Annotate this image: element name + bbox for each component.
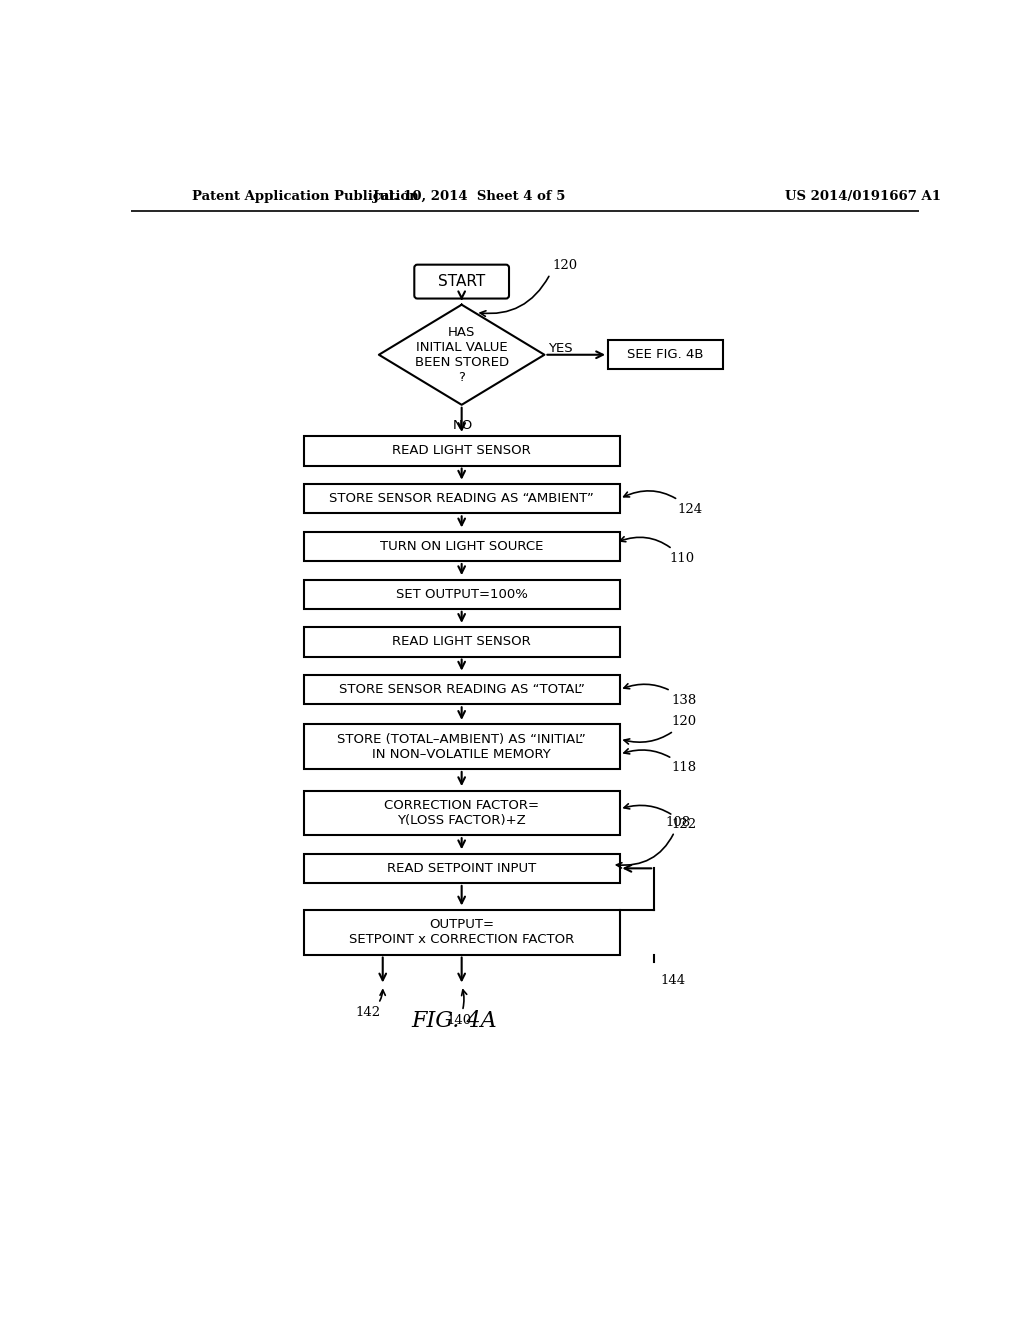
- Bar: [608, 341, 724, 370]
- Text: SEE FIG. 4B: SEE FIG. 4B: [628, 348, 703, 362]
- Text: SET OUTPUT=100%: SET OUTPUT=100%: [395, 587, 527, 601]
- Text: FIG. 4A: FIG. 4A: [411, 1010, 497, 1032]
- Text: READ SETPOINT INPUT: READ SETPOINT INPUT: [387, 862, 537, 875]
- Text: READ LIGHT SENSOR: READ LIGHT SENSOR: [392, 635, 531, 648]
- Text: 120: 120: [624, 715, 697, 744]
- Bar: [304, 437, 620, 466]
- Text: 138: 138: [624, 684, 697, 706]
- Text: US 2014/0191667 A1: US 2014/0191667 A1: [785, 190, 941, 203]
- Bar: [304, 579, 620, 609]
- Text: 124: 124: [624, 491, 702, 516]
- Text: READ LIGHT SENSOR: READ LIGHT SENSOR: [392, 445, 531, 458]
- Text: YES: YES: [548, 342, 572, 355]
- Text: STORE SENSOR READING AS “TOTAL”: STORE SENSOR READING AS “TOTAL”: [339, 684, 585, 696]
- Text: 142: 142: [355, 990, 385, 1019]
- Text: OUTPUT=
SETPOINT x CORRECTION FACTOR: OUTPUT= SETPOINT x CORRECTION FACTOR: [349, 919, 574, 946]
- Text: 140: 140: [446, 990, 471, 1027]
- Bar: [304, 909, 620, 954]
- Text: CORRECTION FACTOR=
Y(LOSS FACTOR)+Z: CORRECTION FACTOR= Y(LOSS FACTOR)+Z: [384, 799, 540, 826]
- Text: TURN ON LIGHT SOURCE: TURN ON LIGHT SOURCE: [380, 540, 544, 553]
- Polygon shape: [379, 305, 545, 405]
- Bar: [304, 484, 620, 513]
- Text: 122: 122: [624, 804, 697, 832]
- Text: START: START: [438, 275, 485, 289]
- Text: 110: 110: [620, 537, 694, 565]
- FancyBboxPatch shape: [415, 264, 509, 298]
- Text: STORE (TOTAL–AMBIENT) AS “INITIAL”
IN NON–VOLATILE MEMORY: STORE (TOTAL–AMBIENT) AS “INITIAL” IN NO…: [337, 733, 586, 760]
- Bar: [304, 725, 620, 770]
- Text: 120: 120: [553, 259, 578, 272]
- Text: Jul. 10, 2014  Sheet 4 of 5: Jul. 10, 2014 Sheet 4 of 5: [373, 190, 565, 203]
- Text: STORE SENSOR READING AS “AMBIENT”: STORE SENSOR READING AS “AMBIENT”: [330, 492, 594, 506]
- Bar: [304, 532, 620, 561]
- Bar: [304, 791, 620, 836]
- Text: 108: 108: [616, 816, 691, 869]
- Bar: [304, 675, 620, 705]
- Text: Patent Application Publication: Patent Application Publication: [193, 190, 419, 203]
- Text: NO: NO: [453, 418, 473, 432]
- Text: HAS
INITIAL VALUE
BEEN STORED
?: HAS INITIAL VALUE BEEN STORED ?: [415, 326, 509, 384]
- Text: 118: 118: [624, 748, 697, 775]
- Bar: [304, 627, 620, 656]
- Text: 144: 144: [660, 974, 685, 987]
- Bar: [304, 854, 620, 883]
